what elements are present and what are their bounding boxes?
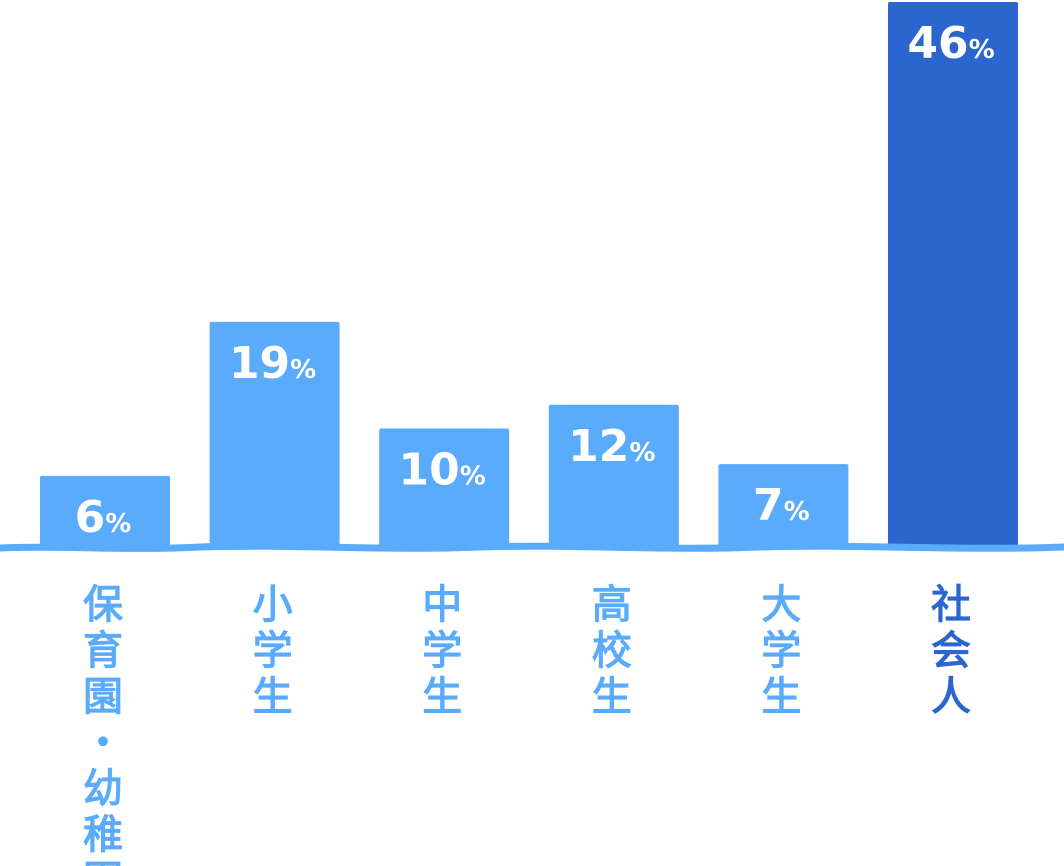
category-label-1: 小学生	[253, 582, 293, 720]
bar-0	[40, 475, 170, 549]
bars-group: 6%19%10%12%7%46%	[40, 2, 1018, 549]
bar-value-label-4: 7%	[753, 480, 810, 531]
bar-value-label-1: 19%	[229, 338, 316, 389]
bar-value-label-0: 6%	[75, 492, 132, 543]
bar-value-number: 19	[229, 338, 290, 389]
bar-value-label-2: 10%	[399, 445, 486, 496]
category-label-5: 社会人	[931, 582, 971, 720]
bar-value-unit: %	[629, 438, 655, 468]
category-labels-group: 保育園・幼稚園 小学生 中学生 高校生 大学生 社会人	[83, 582, 971, 866]
bar-4	[718, 464, 849, 549]
category-label-0: 保育園・幼稚園	[83, 582, 124, 866]
bar-3	[548, 404, 679, 549]
category-label-4: 大学生	[761, 582, 801, 720]
bar-value-unit: %	[969, 35, 995, 65]
bar-value-number: 6	[75, 492, 106, 543]
bar-5	[888, 2, 1018, 549]
bar-value-label-3: 12%	[568, 421, 655, 472]
chart-baseline	[0, 542, 1064, 552]
bar-value-number: 46	[907, 18, 968, 69]
bar-1	[209, 321, 340, 549]
bar-2	[379, 428, 510, 549]
bar-value-number: 7	[753, 480, 784, 531]
bar-value-unit: %	[290, 355, 316, 385]
bar-value-label-5: 46%	[907, 18, 994, 69]
category-label-3: 高校生	[592, 582, 632, 720]
bar-value-number: 10	[399, 445, 460, 496]
bar-value-unit: %	[105, 509, 131, 539]
category-label-2: 中学生	[422, 582, 462, 720]
bar-value-number: 12	[568, 421, 629, 472]
bar-value-unit: %	[784, 497, 810, 527]
bar-value-unit: %	[460, 462, 486, 492]
